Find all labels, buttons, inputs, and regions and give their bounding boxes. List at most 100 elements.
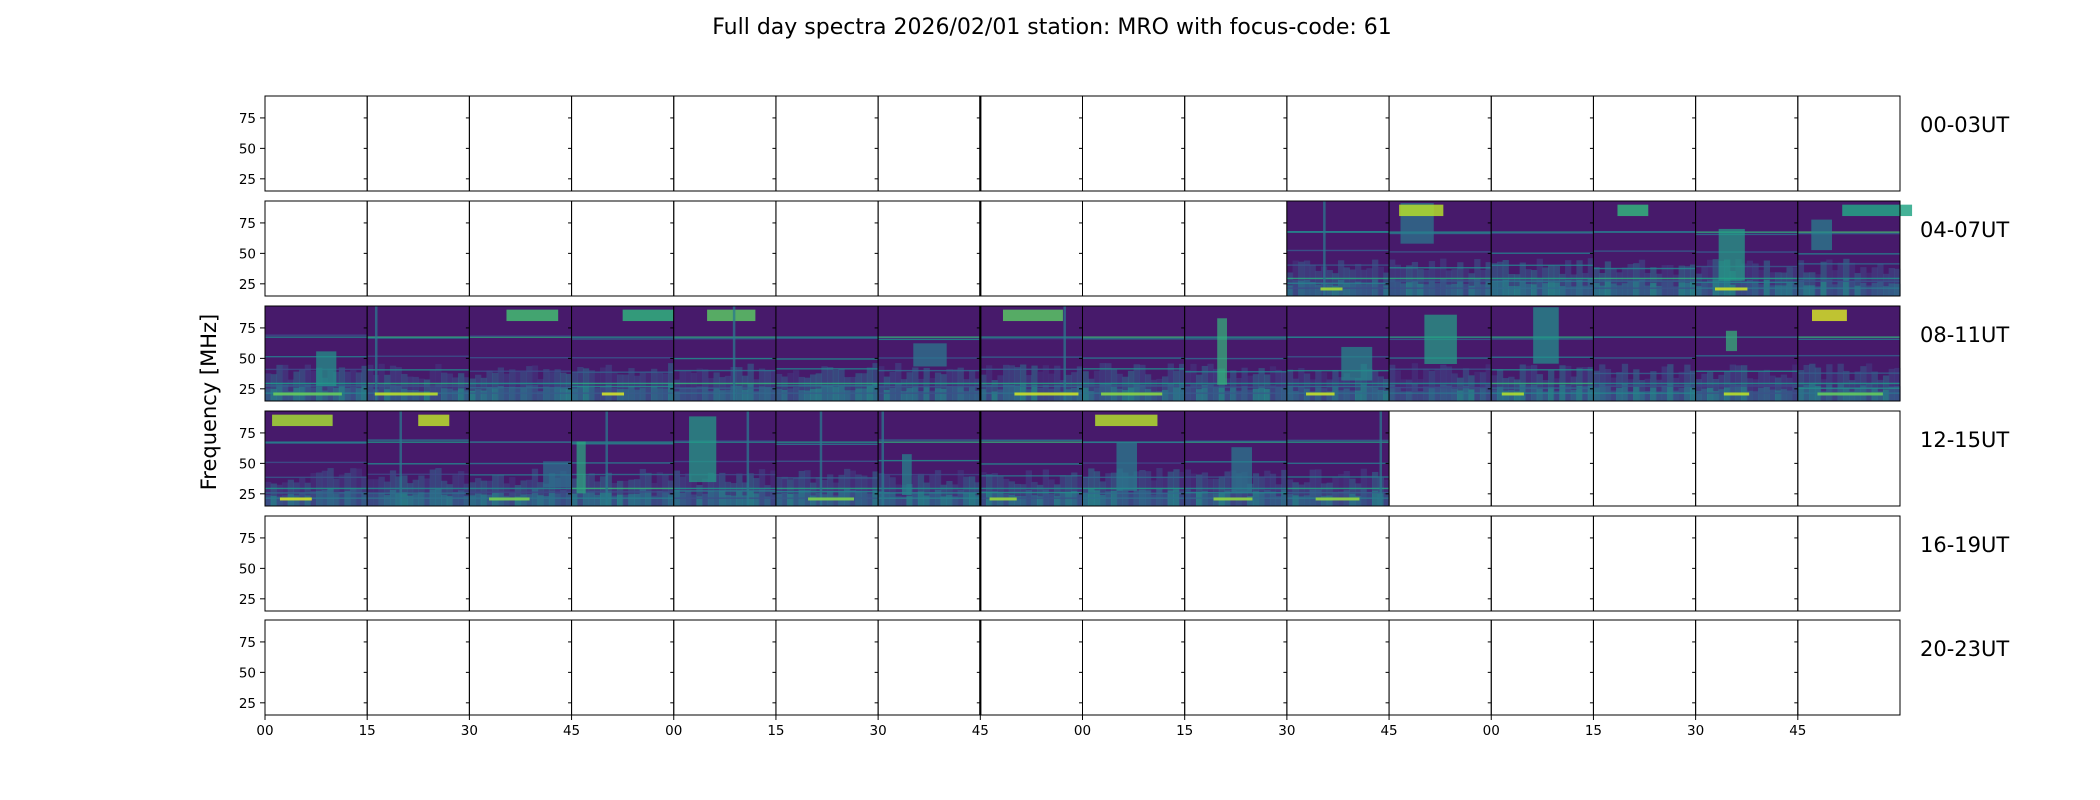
burst-feature (1116, 442, 1137, 491)
spectrum-band (1672, 274, 1680, 296)
y-tick-label: 50 (239, 246, 256, 262)
panel-frame (264, 619, 368, 716)
spectrum-band (1093, 387, 1101, 401)
spectrum-band (480, 390, 488, 401)
spectrum-band (662, 388, 669, 401)
spectrum-band (1417, 379, 1424, 401)
spectrum-band (1576, 367, 1583, 401)
spectrum-band (350, 468, 357, 506)
spectrum-band (293, 495, 300, 506)
spectrum-band (753, 379, 760, 401)
x-tick-label: 30 (870, 723, 887, 739)
spectrum-band (1877, 379, 1884, 401)
spectrum-band (1655, 285, 1663, 296)
row-label: 04-07UT (1920, 218, 2009, 242)
spectrum-band (1837, 262, 1844, 296)
interference-line (367, 463, 470, 465)
spectrum-band (304, 482, 312, 506)
spectrum-panel (1695, 306, 1799, 401)
burst-feature (1399, 204, 1444, 217)
interference-line (571, 382, 674, 385)
interference-line (1593, 287, 1696, 289)
burst-feature (1231, 447, 1253, 493)
spectrum-band (1020, 496, 1027, 506)
spectrum-band (406, 495, 414, 506)
burst-feature (1718, 228, 1745, 281)
spectrum-band (1610, 377, 1617, 401)
interference-line (1082, 492, 1185, 494)
interference-line (1286, 487, 1390, 490)
spectrum-band (997, 375, 1004, 401)
spectrum-band (486, 370, 493, 401)
vertical-stripe (605, 411, 608, 506)
spectrum-band (463, 390, 470, 401)
spectrum-band (531, 468, 539, 506)
spectrum-band (673, 379, 681, 401)
interference-line (1184, 371, 1287, 373)
y-tick-label: 25 (239, 487, 256, 503)
interference-line (1491, 382, 1594, 385)
spectrum-band (1196, 491, 1203, 506)
spectrum-band (1695, 285, 1702, 296)
spectrum-band (702, 478, 709, 506)
spectrum-band (1122, 376, 1129, 401)
interference-line (1389, 287, 1492, 289)
spectrum-band (1599, 272, 1606, 296)
spectrum-band (1065, 492, 1072, 506)
spectrum-band (1037, 496, 1044, 506)
spectrum-band (741, 389, 749, 401)
spectrum-band (991, 391, 998, 401)
spectrum-band (1076, 477, 1084, 506)
interference-line (878, 439, 981, 441)
spectrum-band (1786, 283, 1793, 296)
panel-frame (1184, 619, 1288, 716)
interference-line (367, 382, 470, 385)
spectrum-band (1054, 496, 1061, 506)
spectrum-band (929, 475, 936, 506)
spectrum-band (1826, 364, 1833, 401)
spectrum-band (1207, 363, 1214, 401)
spectrum-band (923, 495, 930, 506)
spectrum-band (1763, 386, 1771, 401)
burst-feature (689, 416, 717, 483)
spectrum-band (1207, 493, 1214, 506)
spectrum-band (1848, 391, 1856, 401)
interference-line (1286, 369, 1390, 372)
spectrum-band (1360, 284, 1367, 296)
spectrum-band (1644, 378, 1651, 401)
spectrum-band (815, 388, 822, 401)
spectrum-band (270, 483, 277, 506)
interference-line (1286, 491, 1390, 494)
spectrum-band (503, 495, 510, 506)
spectrum-band (361, 476, 368, 506)
spectrum-band (1570, 286, 1578, 296)
spectrum-band (1105, 473, 1112, 506)
interference-line (1491, 287, 1594, 289)
spectrum-band (679, 492, 686, 506)
spectrum-band (435, 468, 442, 506)
spectrum-band (1542, 283, 1549, 296)
spectrum-band (1298, 367, 1305, 401)
spectrum-band (1355, 390, 1362, 401)
spectrum-band (968, 370, 976, 401)
interference-line (1797, 354, 1900, 357)
spectrum-band (1468, 285, 1475, 296)
spectrum-band (1309, 391, 1316, 401)
interference-line (673, 473, 776, 476)
spectrum-band (1468, 389, 1475, 401)
y-tick-label: 25 (239, 172, 256, 188)
burst-feature (1811, 219, 1832, 251)
spectrum-band (1689, 264, 1697, 296)
spectrum-band (1235, 390, 1243, 401)
bright-streak (374, 392, 438, 396)
spectrum-band (1519, 364, 1526, 401)
interference-line (1184, 357, 1287, 360)
spectrum-band (1400, 268, 1407, 296)
spectrum-band (1156, 391, 1163, 401)
spectrum-band (1894, 367, 1901, 401)
spectrum-band (1496, 369, 1504, 401)
spectrum-band (1190, 473, 1197, 506)
spectrum-band (480, 494, 488, 506)
spectrum-band (1848, 380, 1856, 401)
interference-line (1797, 387, 1900, 389)
